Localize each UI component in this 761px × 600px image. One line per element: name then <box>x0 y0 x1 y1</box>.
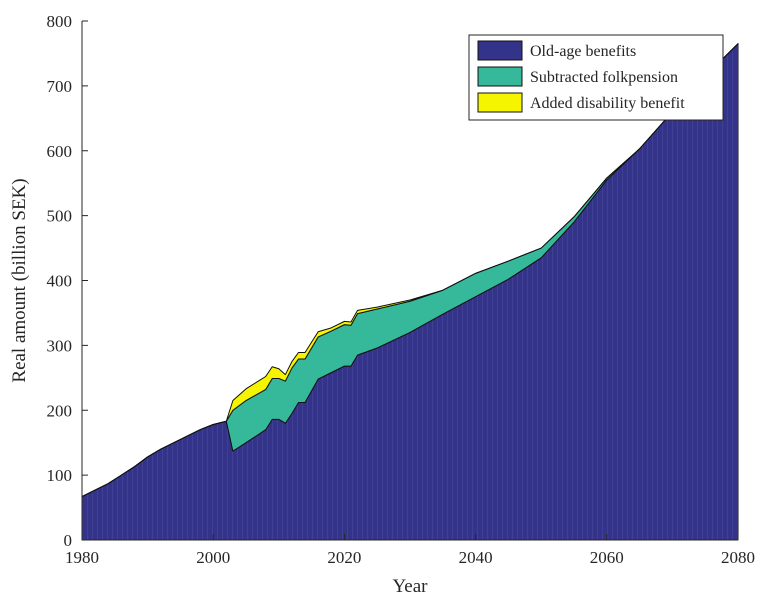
x-tick-label: 2000 <box>196 548 230 567</box>
legend: Old-age benefits Subtracted folkpension Ad… <box>468 34 724 121</box>
x-tick-label: 2060 <box>590 548 624 567</box>
y-tick-label: 0 <box>64 531 73 550</box>
x-tick-label: 2020 <box>327 548 361 567</box>
x-tick-label: 1980 <box>65 548 99 567</box>
y-tick-label: 100 <box>47 466 73 485</box>
area-series-1-texture <box>82 43 738 541</box>
y-tick-label: 400 <box>47 272 73 291</box>
y-tick-label: 600 <box>47 142 73 161</box>
x-tick-label: 2080 <box>721 548 755 567</box>
legend-label: Subtracted folkpension <box>530 69 678 86</box>
legend-label: Added disability benefit <box>530 95 685 112</box>
area-series-3 <box>81 43 739 498</box>
y-axis-label: Real amount (billion SEK) <box>9 178 30 382</box>
y-tick-label: 300 <box>47 336 73 355</box>
y-tick-label: 500 <box>47 207 73 226</box>
y-tick-label: 200 <box>47 401 73 420</box>
legend-swatch <box>477 40 523 61</box>
x-axis-label: Year <box>392 576 428 597</box>
x-tick-label: 2040 <box>459 548 493 567</box>
y-tick-label: 700 <box>47 77 73 96</box>
legend-label: Old-age benefits <box>530 43 636 60</box>
axes: 1980 2000 2020 2040 2060 2080 0 100 200 300 400 500… <box>47 12 756 567</box>
legend-swatch <box>477 66 523 87</box>
y-tick-label: 800 <box>47 12 73 31</box>
legend-swatch <box>477 92 523 113</box>
